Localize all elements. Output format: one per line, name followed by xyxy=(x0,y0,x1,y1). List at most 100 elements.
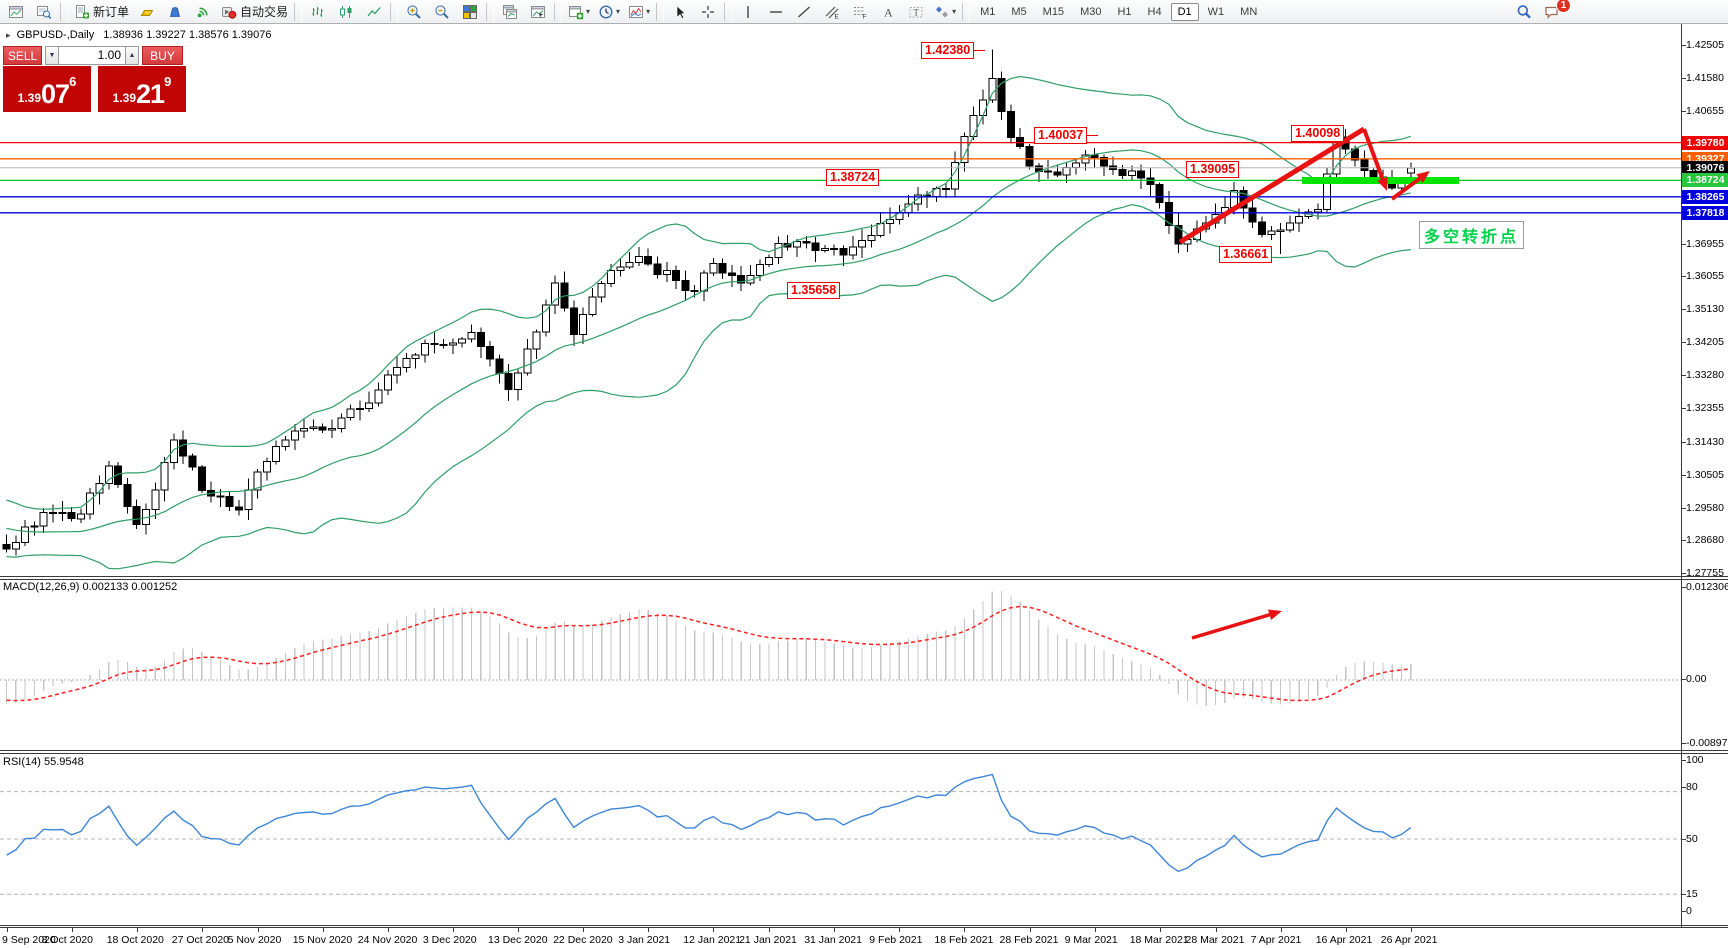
symbol-name: GBPUSD-,Daily xyxy=(16,29,95,41)
sell-price-display[interactable]: 1.39 07 6 xyxy=(3,66,91,112)
time-axis[interactable]: 9 Sep 2020 8 Oct 2020 18 Oct 2020 27 Oct 20… xyxy=(0,927,1728,948)
panel-separator[interactable] xyxy=(0,576,1728,577)
symbol-arrow-icon: ▸ xyxy=(6,30,11,40)
trend-arrows[interactable] xyxy=(1178,126,1430,640)
auto-trading-button-label: 自动交易 xyxy=(240,5,289,19)
price-line-badge: 1.37818 xyxy=(1682,205,1728,220)
cursor-button[interactable] xyxy=(667,1,693,23)
price-annotation[interactable]: 1.40098 xyxy=(1291,125,1345,142)
macd-axis-label: 0.012306 xyxy=(1686,581,1728,593)
price-annotation[interactable]: 1.38724 xyxy=(826,169,880,186)
new-order-button[interactable]: 新订单 xyxy=(71,1,132,23)
timeframe-m5-button[interactable]: M5 xyxy=(1011,5,1027,18)
turning-point-note[interactable]: 多空转折点 xyxy=(1419,221,1525,249)
zoom-out-button[interactable] xyxy=(429,1,455,23)
chart-drawing-layer[interactable] xyxy=(0,24,1682,927)
axis-tick xyxy=(1681,587,1686,588)
search-button[interactable] xyxy=(1511,1,1537,23)
cascade-windows-button[interactable] xyxy=(497,1,523,23)
price-annotation[interactable]: 1.40037 xyxy=(1034,127,1099,144)
period-button[interactable]: ▾ xyxy=(595,1,623,23)
toolbar-separator xyxy=(390,2,399,21)
axis-tick xyxy=(1681,309,1686,311)
price-axis-label: 1.41580 xyxy=(1686,72,1724,85)
timeframe-d1-button[interactable]: D1 xyxy=(1170,2,1199,21)
market-button[interactable] xyxy=(162,1,188,23)
timeframe-m15-button[interactable]: M15 xyxy=(1042,5,1065,18)
horizontal-line-icon xyxy=(768,4,784,20)
gold-button[interactable] xyxy=(134,1,160,23)
signals-button[interactable] xyxy=(190,1,216,23)
price-line-badge: 1.38724 xyxy=(1682,173,1728,188)
tile-windows-button[interactable] xyxy=(457,1,483,23)
date-label: 16 Apr 2021 xyxy=(1315,934,1373,946)
vertical-line-button[interactable] xyxy=(735,1,761,23)
time-axis-tick xyxy=(518,928,519,932)
auto-trading-button[interactable]: 自动交易 xyxy=(218,1,291,23)
axis-tick xyxy=(1681,441,1686,443)
symbol-ohlc-line: ▸ GBPUSD-,Daily 1.38936 1.39227 1.38576 … xyxy=(6,29,272,41)
timeframe-mn-button[interactable]: MN xyxy=(1240,5,1258,18)
toolbar-separator xyxy=(294,2,303,21)
volume-input[interactable]: 1.00 xyxy=(59,46,125,65)
line-chart-button[interactable] xyxy=(361,1,387,23)
time-axis-tick xyxy=(769,928,771,932)
rsi-axis-label: 0 xyxy=(1686,905,1692,917)
candlestick-chart-button[interactable] xyxy=(333,1,359,23)
price-annotation[interactable]: 1.36661 xyxy=(1219,246,1273,263)
timeframe-h4-button[interactable]: H4 xyxy=(1147,5,1162,18)
buy-button[interactable]: BUY xyxy=(142,46,183,65)
date-label: 28 Mar 2021 xyxy=(1185,934,1245,946)
volume-increase-button[interactable]: ▲ xyxy=(125,46,139,65)
candlestick-chart-icon xyxy=(338,4,354,20)
buy-price-display[interactable]: 1.39 21 9 xyxy=(98,66,186,112)
auto-trading-icon xyxy=(221,4,237,20)
price-axis-label: 1.28680 xyxy=(1686,534,1724,546)
macd-indicator-label: MACD(12,26,9) 0.002133 0.001252 xyxy=(3,581,178,593)
chart-window-button[interactable] xyxy=(3,1,29,23)
price-annotation[interactable]: 1.35658 xyxy=(787,282,841,299)
buy-price-major: 1.39 xyxy=(112,91,137,105)
text-button[interactable]: A xyxy=(875,1,901,23)
notifications-button[interactable]: 1 xyxy=(1539,0,1571,23)
toolbar-separator xyxy=(554,2,563,21)
text-label-button[interactable]: T xyxy=(903,1,929,23)
timeframe-m1-button[interactable]: M1 xyxy=(980,5,996,18)
horizontal-line-button[interactable] xyxy=(763,1,789,23)
timeframe-m30-button[interactable]: M30 xyxy=(1080,5,1102,18)
date-label: 12 Jan 2021 xyxy=(683,934,742,946)
templates-button[interactable]: ▾ xyxy=(625,1,653,23)
trendline-button[interactable] xyxy=(791,1,817,23)
price-annotation[interactable]: 1.39095 xyxy=(1186,161,1240,178)
timeframe-w1-button[interactable]: W1 xyxy=(1207,5,1225,18)
date-label: 24 Nov 2020 xyxy=(357,934,418,946)
auto-arrange-button[interactable] xyxy=(525,1,551,23)
tile-windows-icon xyxy=(462,4,478,20)
bar-chart-button[interactable] xyxy=(305,1,331,23)
axis-tick xyxy=(1681,839,1686,840)
date-label: 3 Jan 2021 xyxy=(618,934,671,946)
new-chart-button[interactable]: ▾ xyxy=(565,1,593,23)
panel-separator[interactable] xyxy=(0,750,1728,751)
svg-text:F: F xyxy=(863,13,867,20)
axis-tick xyxy=(1681,275,1686,277)
arrows-objects-button[interactable]: ▾ xyxy=(931,1,959,23)
timeframe-h1-button[interactable]: H1 xyxy=(1117,5,1132,18)
vertical-line-icon xyxy=(740,4,756,20)
rsi-axis-label: 100 xyxy=(1686,754,1704,766)
volume-decrease-button[interactable]: ▼ xyxy=(45,46,59,65)
rsi-line xyxy=(6,773,1412,873)
crosshair-button[interactable] xyxy=(695,1,721,23)
sell-button[interactable]: SELL xyxy=(3,46,42,65)
svg-text:T: T xyxy=(913,7,919,17)
price-axis-label: 1.33280 xyxy=(1686,369,1724,382)
crosshair-icon xyxy=(700,4,716,20)
new-chart-icon xyxy=(568,4,584,20)
profiles-button[interactable] xyxy=(31,1,57,23)
fibonacci-button[interactable]: F xyxy=(847,1,873,23)
equidistant-channel-button[interactable]: E xyxy=(819,1,845,23)
date-label: 7 Apr 2021 xyxy=(1250,934,1302,946)
price-annotation[interactable]: 1.42380 xyxy=(921,42,986,59)
zoom-in-button[interactable] xyxy=(401,1,427,23)
cascade-windows-icon xyxy=(502,4,518,20)
